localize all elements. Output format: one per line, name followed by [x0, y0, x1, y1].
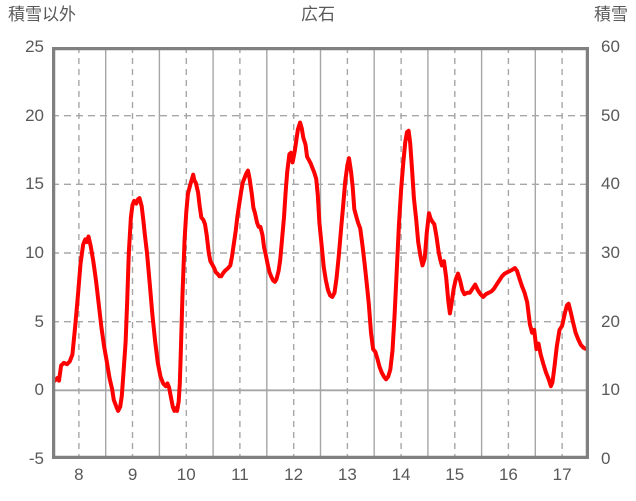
x-tick-label: 17: [552, 465, 572, 484]
x-tick-label: 12: [284, 465, 304, 484]
x-tick-label: 11: [231, 465, 249, 484]
y-left-tick-label: 25: [25, 37, 44, 56]
y-right-tick-label: 50: [601, 105, 620, 125]
y-left-tick-label: 0: [34, 380, 44, 400]
right-axis-title: 積雪: [594, 5, 628, 24]
y-right-tick-label: 10: [601, 380, 620, 400]
y-right-tick-label: 40: [601, 174, 620, 194]
plot-area: [50, 46, 591, 460]
y-right-tick-label: 0: [601, 449, 611, 468]
y-left-tick-label: 15: [25, 174, 44, 194]
x-tick-label: 16: [498, 465, 518, 484]
series-line: [50, 120, 591, 413]
y-right-tick-label: 20: [601, 311, 620, 331]
x-tick-label: 10: [176, 465, 196, 484]
x-tick-label: 14: [391, 465, 411, 484]
y-left-tick-label: -5: [28, 449, 44, 468]
left-axis-title: 積雪以外: [8, 5, 76, 24]
y-right-tick-label: 30: [601, 243, 620, 262]
y-left-tick-label: 5: [34, 311, 44, 331]
x-tick-label: 15: [445, 465, 465, 484]
y-left-tick-label: 20: [25, 105, 44, 125]
x-tick-label: 9: [127, 465, 138, 484]
plot-border: [51, 46, 590, 460]
line-chart-canvas: [50, 46, 591, 460]
y-right-tick-label: 60: [601, 37, 620, 56]
y-left-tick-label: 10: [25, 243, 44, 262]
x-tick-label: 8: [74, 465, 84, 484]
x-tick-label: 13: [337, 465, 357, 484]
chart-title: 広石: [301, 5, 335, 24]
